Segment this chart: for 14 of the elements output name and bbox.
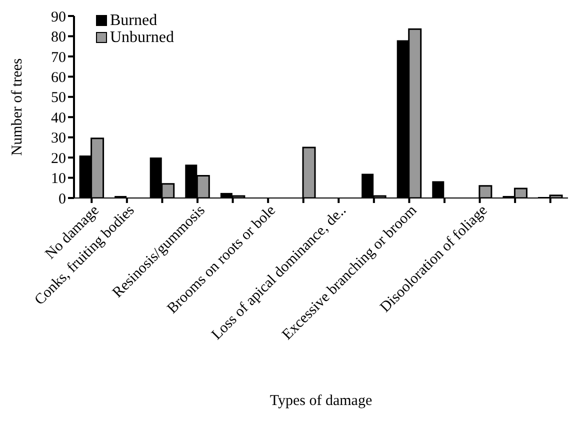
y-tick-label: 30	[51, 130, 66, 147]
y-tick-label: 70	[51, 50, 66, 66]
y-tick-label: 90	[51, 9, 66, 26]
legend-label: Burned	[110, 12, 158, 29]
y-axis-title: Number of trees	[9, 58, 26, 156]
y-tick-label: 80	[51, 30, 66, 46]
legend-label: Unburned	[110, 29, 174, 46]
y-tick-label: 40	[51, 110, 66, 126]
y-tick-label: 60	[51, 70, 66, 86]
x-axis-title: Types of damage	[268, 393, 374, 410]
y-tick-label: 10	[51, 171, 66, 188]
y-tick-label: 0	[58, 191, 66, 208]
y-tick-label: 50	[51, 90, 66, 106]
y-tick-label: 20	[51, 150, 66, 167]
